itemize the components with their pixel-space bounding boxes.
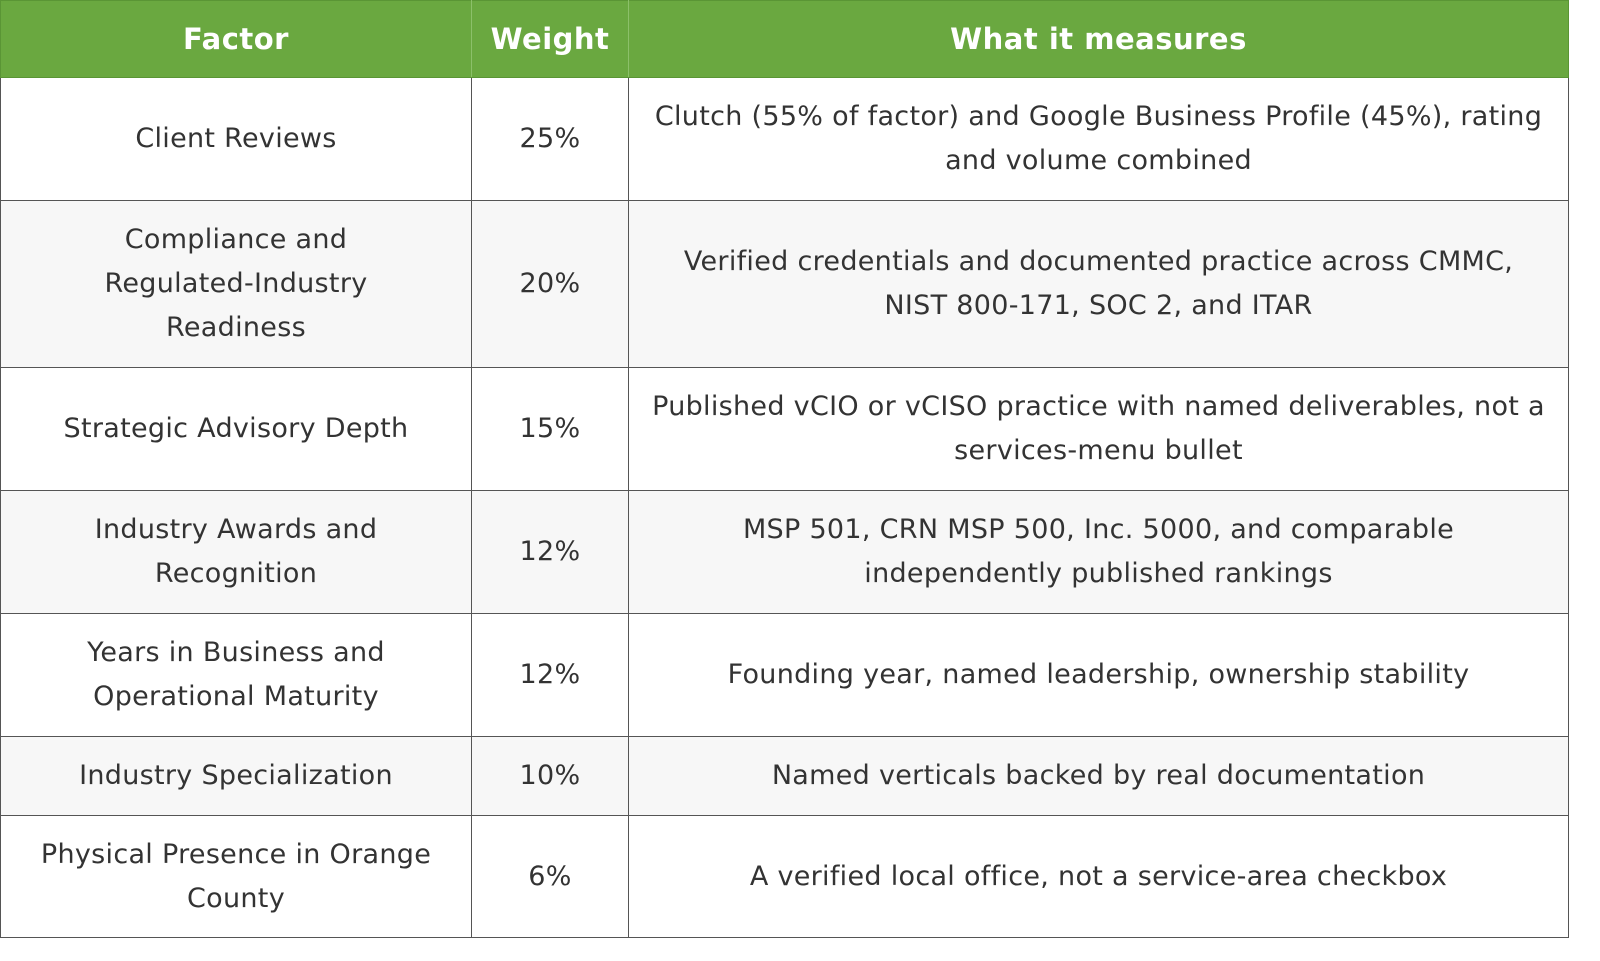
weight-cell: 12% <box>471 613 629 737</box>
weight-cell: 6% <box>471 815 629 938</box>
header-factor: Factor <box>0 0 472 78</box>
measures-cell: Named verticals backed by real documenta… <box>628 736 1569 816</box>
table-row: Physical Presence in Orange County 6% A … <box>0 815 1569 938</box>
table-row: Strategic Advisory Depth 15% Published v… <box>0 367 1569 491</box>
table-row: Years in Business and Operational Maturi… <box>0 613 1569 737</box>
measures-cell: A verified local office, not a service-a… <box>628 815 1569 938</box>
table-header-row: Factor Weight What it measures <box>0 0 1569 78</box>
factor-cell: Industry Specialization <box>0 736 472 816</box>
scoring-factors-table: Factor Weight What it measures Client Re… <box>0 0 1569 938</box>
scoring-table-container: Factor Weight What it measures Client Re… <box>0 0 1569 938</box>
measures-cell: Clutch (55% of factor) and Google Busine… <box>628 77 1569 201</box>
header-weight: Weight <box>471 0 629 78</box>
measures-cell: Published vCIO or vCISO practice with na… <box>628 367 1569 491</box>
header-what-it-measures: What it measures <box>628 0 1569 78</box>
factor-cell: Client Reviews <box>0 77 472 201</box>
measures-cell: Founding year, named leadership, ownersh… <box>628 613 1569 737</box>
factor-cell: Physical Presence in Orange County <box>0 815 472 938</box>
measures-cell: MSP 501, CRN MSP 500, Inc. 5000, and com… <box>628 490 1569 614</box>
weight-cell: 15% <box>471 367 629 491</box>
measures-cell: Verified credentials and documented prac… <box>628 200 1569 368</box>
factor-cell: Compliance and Regulated-Industry Readin… <box>0 200 472 368</box>
table-row: Industry Awards and Recognition 12% MSP … <box>0 490 1569 614</box>
factor-cell: Years in Business and Operational Maturi… <box>0 613 472 737</box>
table-row: Industry Specialization 10% Named vertic… <box>0 736 1569 816</box>
weight-cell: 25% <box>471 77 629 201</box>
weight-cell: 10% <box>471 736 629 816</box>
table-row: Compliance and Regulated-Industry Readin… <box>0 200 1569 368</box>
weight-cell: 12% <box>471 490 629 614</box>
weight-cell: 20% <box>471 200 629 368</box>
factor-cell: Industry Awards and Recognition <box>0 490 472 614</box>
table-row: Client Reviews 25% Clutch (55% of factor… <box>0 77 1569 201</box>
factor-cell: Strategic Advisory Depth <box>0 367 472 491</box>
